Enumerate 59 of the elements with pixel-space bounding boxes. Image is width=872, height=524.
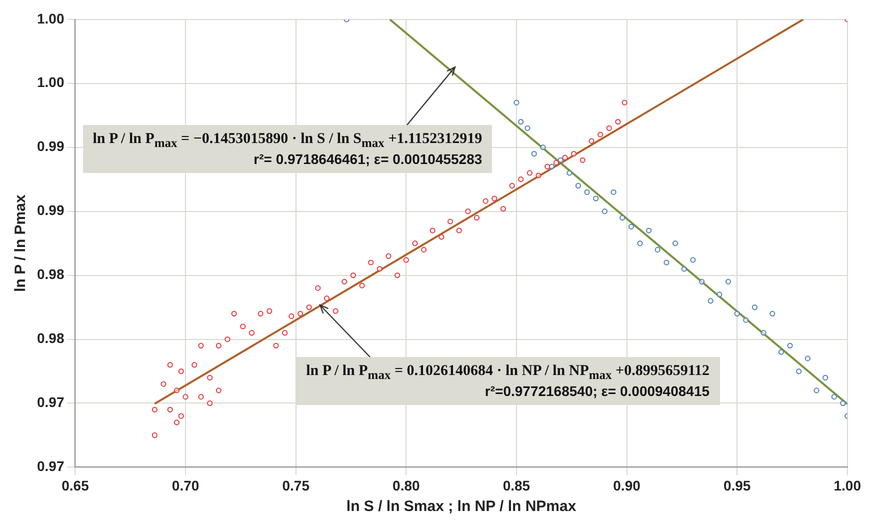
point [646, 228, 652, 234]
point [743, 317, 749, 323]
annotation: ln P / ln P$_{max}$ = 0.1026140684 · ln NP / ln NP$_{max}$ +0.8995659112 r²=0.9772168540; ε= 0.0009408415 [306, 363, 710, 400]
y-tick-label: 0.99 [37, 202, 64, 218]
x-tick-label: 0.75 [282, 477, 310, 494]
point [822, 374, 828, 380]
point [628, 224, 634, 230]
point [654, 246, 660, 252]
point [610, 189, 616, 195]
x-tick-label: 0.85 [502, 477, 530, 494]
x-tick-label: 1.00 [834, 477, 862, 494]
y-tick-label: 0.97 [37, 394, 64, 410]
point [814, 388, 820, 394]
annotation: ln P / ln P$_{max}$ = −0.1453015890 · ln S / ln S$_{max}$ +1.1152312919 r²= 0.9718646461; ε= 0.0010455283 [92, 130, 482, 167]
point [804, 356, 810, 362]
point [620, 214, 626, 221]
y-tick-label: 0.98 [37, 330, 64, 346]
point [681, 266, 687, 272]
x-tick-label: 0.65 [62, 477, 90, 494]
x-tick-label: 0.95 [723, 477, 751, 494]
point [698, 278, 705, 284]
point [575, 182, 582, 189]
point [664, 260, 670, 266]
point [831, 394, 837, 400]
x-axis-title: ln S / ln Smax ; ln NP / ln NPmax [346, 498, 577, 516]
point [540, 144, 546, 150]
point [760, 330, 766, 336]
y-tick-label: 1.00 [37, 10, 64, 26]
point [524, 125, 530, 131]
x-tick-label: 0.80 [392, 477, 420, 494]
y-axis-title: ln P / ln Pmax [12, 194, 30, 292]
point [602, 208, 608, 214]
x-tick-label: 0.90 [613, 477, 641, 494]
point [531, 150, 537, 157]
y-tick-label: 0.99 [37, 138, 64, 154]
point [725, 278, 732, 284]
y-tick-label: 1.00 [37, 74, 64, 90]
point [770, 310, 776, 316]
point [840, 400, 846, 406]
point [787, 342, 793, 348]
point [566, 170, 572, 176]
y-tick-label: 0.98 [37, 266, 64, 282]
y-tick-label: 0.97 [37, 458, 64, 474]
x-tick-label: 0.70 [172, 477, 200, 494]
point [672, 240, 678, 246]
point [690, 257, 696, 263]
point [752, 304, 758, 310]
point [734, 310, 740, 316]
point [514, 100, 520, 106]
point [637, 240, 643, 246]
point [548, 164, 555, 170]
point [778, 349, 784, 355]
point [796, 368, 802, 374]
point [708, 298, 714, 304]
point [593, 196, 599, 202]
point [584, 189, 590, 195]
point [518, 118, 524, 125]
point [716, 292, 722, 298]
point [558, 157, 564, 163]
